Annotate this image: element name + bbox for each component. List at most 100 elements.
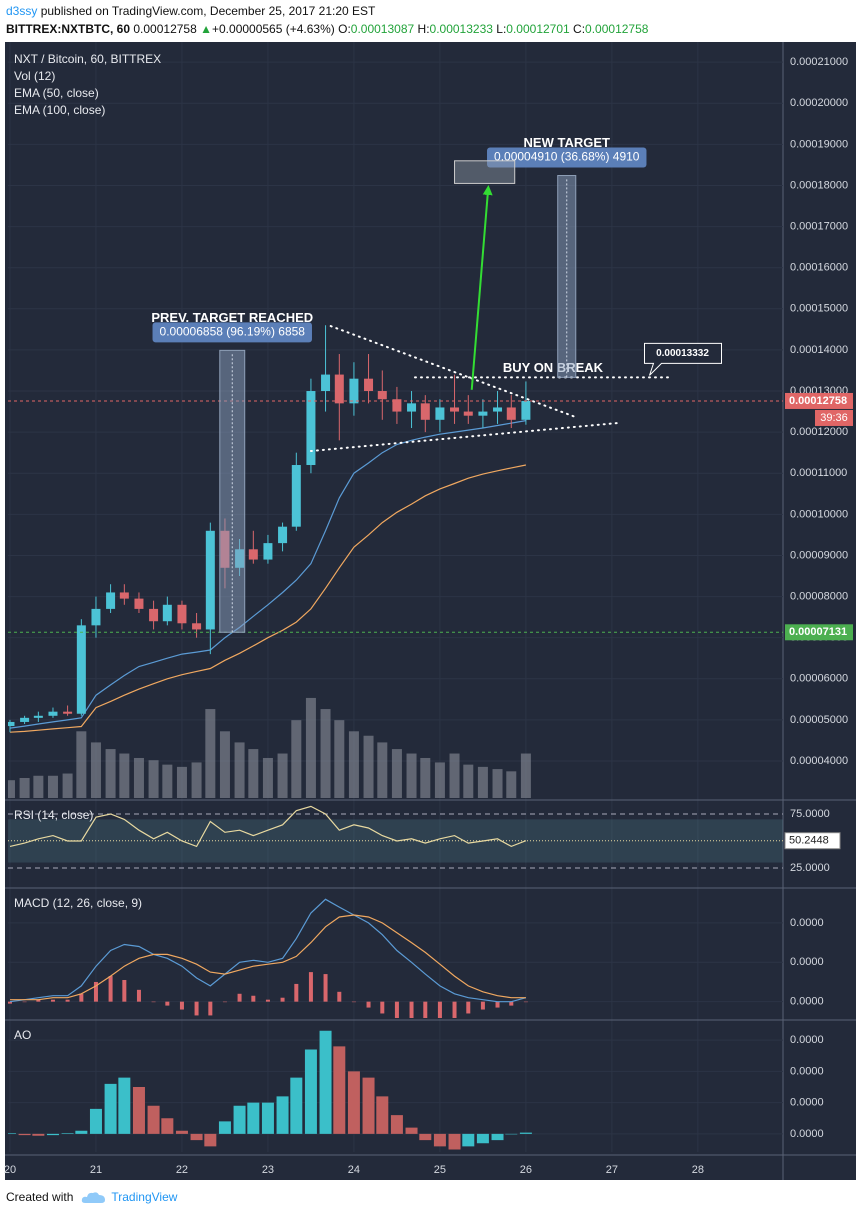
y-tick-label: 0.00006000: [790, 673, 848, 685]
macd-histogram-bar: [122, 979, 127, 1002]
macd-histogram-bar: [437, 1001, 442, 1018]
x-tick-label: 23: [262, 1164, 274, 1176]
candle-body: [493, 407, 503, 412]
candle-body: [463, 411, 473, 416]
macd-histogram-bar: [194, 1001, 199, 1016]
y-tick-label: 0.0000: [790, 996, 824, 1008]
volume-bar: [477, 766, 488, 798]
x-tick-label: 24: [348, 1164, 360, 1176]
volume-bar: [8, 780, 15, 798]
x-tick-label: 28: [692, 1164, 704, 1176]
candle-body: [162, 604, 172, 622]
candle-body: [91, 608, 101, 626]
ao-bar: [132, 1087, 145, 1134]
ao-bar: [75, 1130, 88, 1134]
legend-volume: Vol (12): [14, 69, 55, 83]
volume-bar: [277, 753, 288, 798]
candle-body: [521, 400, 531, 420]
y-tick-label: 0.00010000: [790, 508, 848, 520]
y-tick-label: 0.0000: [790, 1128, 824, 1140]
measure-tag: [152, 322, 312, 343]
chart: 20 21 22 23 24 25 26 27 28 0.00004000 0.00005000 0.…: [4, 42, 856, 1180]
y-tick-label: 0.00005000: [790, 714, 848, 726]
candle-body: [392, 399, 402, 412]
footer: Created with TradingView: [6, 1190, 177, 1204]
macd-histogram-bar: [495, 1001, 500, 1008]
volume-bar: [334, 720, 345, 798]
volume-bar: [262, 757, 273, 798]
volume-bar: [406, 753, 417, 798]
footer-text: Created with: [6, 1190, 74, 1204]
volume-bar: [463, 764, 474, 798]
candle-body: [349, 378, 359, 404]
candle-body: [119, 592, 129, 599]
x-tick-label: 20: [4, 1164, 16, 1176]
macd-histogram-bar: [208, 1001, 213, 1016]
ema-line: [9, 420, 527, 729]
volume-bar: [520, 753, 531, 798]
legend-entry: EMA (50, close): [14, 86, 99, 100]
pane: [8, 325, 531, 798]
y-tick-label: 0.00015000: [790, 303, 848, 315]
footer-brand[interactable]: TradingView: [111, 1190, 178, 1204]
macd-histogram-bar: [294, 983, 299, 1002]
ao-bar: [519, 1132, 532, 1134]
ao-bar: [390, 1115, 403, 1134]
volume-bar: [391, 749, 402, 798]
ao-bar: [347, 1071, 360, 1134]
ao-bar: [32, 1133, 45, 1136]
candle-body: [364, 378, 374, 392]
macd-histogram-bar: [93, 981, 98, 1002]
ohlc-value: 0.00012758: [585, 22, 649, 36]
volume-bar: [133, 757, 144, 798]
volume-bar: [234, 742, 245, 798]
pane: [8, 1030, 532, 1150]
volume-bar: [320, 709, 331, 798]
ao-bar: [290, 1077, 303, 1134]
pane: [8, 898, 528, 1018]
macd-histogram-bar: [136, 989, 141, 1002]
volume-bar: [205, 709, 216, 798]
volume-bar: [492, 769, 503, 798]
ohlc-value: 0.00013233: [429, 22, 493, 36]
macd-histogram-bar: [409, 1001, 414, 1018]
volume-bar: [148, 760, 159, 798]
macd-histogram-bar: [380, 1001, 385, 1014]
volume-bar: [176, 766, 187, 798]
ao-bar: [18, 1133, 31, 1136]
candle-body: [450, 407, 460, 412]
candle-body: [76, 625, 86, 714]
ao-bar: [261, 1102, 274, 1134]
volume-bar: [76, 731, 87, 798]
y-tick-label: 0.0000: [790, 956, 824, 968]
price-tag: [785, 392, 853, 409]
ao-bar: [218, 1121, 231, 1134]
macd-histogram-bar: [165, 1001, 170, 1006]
x-tick-label: 25: [434, 1164, 446, 1176]
macd-histogram-bar: [151, 1001, 156, 1003]
candle-body: [134, 598, 144, 609]
y-tick-label: 0.0000: [790, 1097, 824, 1109]
macd-histogram-bar: [8, 1001, 12, 1004]
candle-body: [278, 526, 288, 544]
author[interactable]: d3ssy: [6, 4, 38, 18]
candle-body: [506, 407, 516, 420]
ao-bar: [161, 1118, 174, 1134]
logo: [82, 1192, 106, 1203]
macd-histogram-bar: [308, 972, 313, 1002]
candle-body: [106, 592, 116, 609]
macd-histogram-bar: [265, 999, 270, 1002]
legend-entry: EMA (100, close): [14, 103, 105, 117]
symbol: BITTREX:NXTBTC, 60: [6, 22, 131, 36]
candle-body: [149, 608, 159, 622]
timer-label: 39:36: [820, 412, 848, 424]
y-tick-label: 0.00019000: [790, 138, 848, 150]
ohlc-value: 0.00013087: [350, 22, 415, 36]
change: +0.00000565 (+4.63%): [212, 22, 335, 36]
candle-body: [205, 530, 215, 630]
header-line-1: d3ssy published on TradingView.com, Dece…: [6, 2, 648, 20]
volume-bar: [19, 777, 30, 798]
y-tick-label: 0.00021000: [790, 56, 848, 68]
macd-histogram-bar: [523, 1001, 528, 1003]
y-tick-label: 25.0000: [790, 862, 830, 874]
